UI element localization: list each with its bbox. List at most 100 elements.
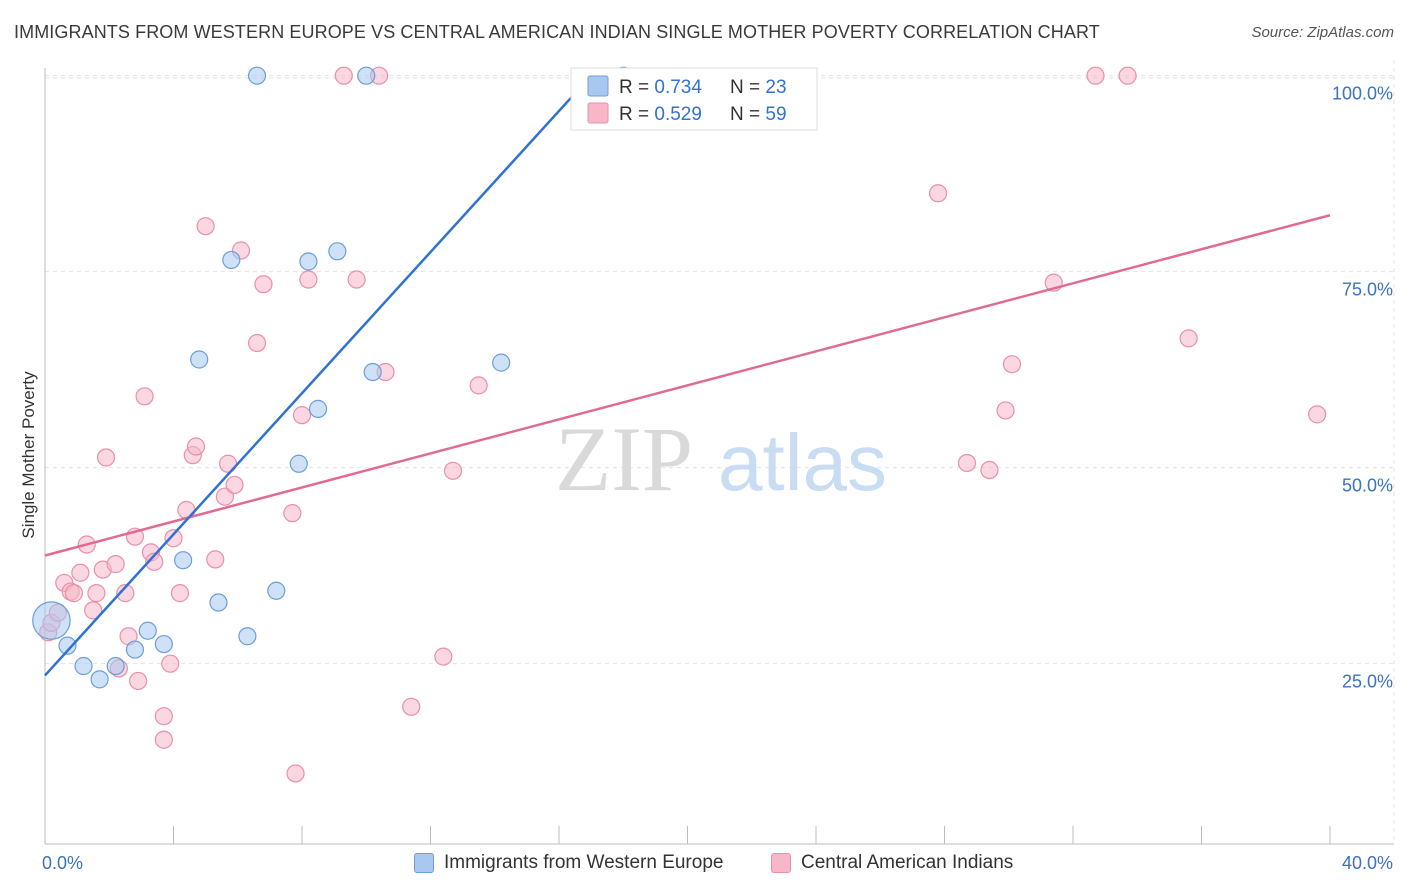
pink-point-5 bbox=[64, 584, 84, 603]
y-tick-label-50: 50.0% bbox=[1342, 476, 1393, 496]
blue-point-5 bbox=[125, 640, 145, 659]
pink-point-37 bbox=[283, 504, 302, 523]
pink-point-39 bbox=[292, 406, 312, 425]
pink-point-32 bbox=[219, 454, 238, 473]
svg-text:R = 0.529: R = 0.529 bbox=[619, 104, 702, 125]
pink-point-18 bbox=[135, 387, 154, 406]
blue-point-9 bbox=[190, 350, 209, 369]
y-tick-label-25: 25.0% bbox=[1342, 672, 1393, 692]
pink-point-52 bbox=[996, 401, 1015, 420]
pink-point-28 bbox=[186, 437, 206, 456]
pink-point-33 bbox=[225, 475, 244, 495]
x-tick-label-0: 0.0% bbox=[42, 853, 83, 873]
pink-point-36 bbox=[254, 275, 273, 294]
x-tick-label-40: 40.0% bbox=[1342, 853, 1393, 873]
stats-blue-n-label: N = bbox=[730, 77, 765, 98]
pink-point-41 bbox=[334, 66, 353, 85]
pink-point-20 bbox=[145, 552, 164, 571]
stats-box: R = 0.734 N = 23 R = 0.529 N = 59 bbox=[570, 67, 818, 131]
y-tick-label-100: 100.0% bbox=[1332, 84, 1393, 104]
stats-pink-r-label: R = bbox=[619, 104, 654, 125]
pink-point-25 bbox=[170, 584, 190, 603]
pink-point-38 bbox=[286, 764, 305, 783]
blue-point-12 bbox=[238, 627, 257, 646]
pink-point-58 bbox=[1308, 405, 1327, 424]
blue-point-20 bbox=[363, 362, 382, 382]
blue-point-3 bbox=[90, 670, 109, 689]
legend-label-central-american-indians: Central American Indians bbox=[801, 852, 1014, 873]
pink-point-9 bbox=[87, 584, 106, 603]
pink-point-29 bbox=[196, 217, 215, 236]
legend-item-central-american-indians[interactable]: Central American Indians bbox=[771, 852, 1013, 874]
pink-point-53 bbox=[1002, 355, 1022, 374]
pink-point-14 bbox=[116, 584, 135, 603]
pink-point-57 bbox=[1179, 329, 1198, 348]
blue-point-2 bbox=[74, 656, 93, 676]
y-tick-label-75: 75.0% bbox=[1342, 280, 1393, 300]
blue-point-10 bbox=[209, 593, 228, 612]
blue-point-6 bbox=[138, 621, 157, 640]
pink-point-51 bbox=[980, 460, 999, 480]
source-credit: Source: ZipAtlas.com bbox=[1251, 24, 1394, 41]
blue-point-19 bbox=[357, 66, 376, 85]
blue-point-8 bbox=[174, 551, 193, 570]
pink-point-23 bbox=[161, 654, 180, 673]
pink-point-8 bbox=[84, 601, 103, 620]
blue-series-points bbox=[32, 66, 633, 689]
pink-point-24 bbox=[164, 529, 183, 548]
watermark: ZIP atlas bbox=[555, 408, 887, 510]
tick-labels: 25.0% 50.0% 75.0% 100.0% 0.0% 40.0% bbox=[42, 84, 1393, 873]
blue-point-13 bbox=[247, 66, 267, 85]
pink-point-48 bbox=[469, 376, 488, 395]
legend-label-western-europe: Immigrants from Western Europe bbox=[444, 852, 724, 873]
pink-point-22 bbox=[154, 730, 173, 749]
watermark-atlas: atlas bbox=[718, 418, 887, 507]
axes-layer bbox=[44, 68, 1394, 845]
pink-point-31 bbox=[215, 487, 234, 506]
pink-point-55 bbox=[1086, 66, 1105, 85]
pink-point-56 bbox=[1118, 66, 1137, 85]
blue-point-17 bbox=[308, 399, 328, 418]
legend-item-western-europe[interactable]: Immigrants from Western Europe bbox=[414, 852, 723, 874]
stats-blue-r-value: 0.734 bbox=[654, 77, 702, 98]
stats-blue-n-value: 23 bbox=[765, 77, 786, 98]
stats-pink-r-value: 0.529 bbox=[654, 104, 702, 125]
pink-trend-line bbox=[44, 214, 1331, 557]
blue-point-21 bbox=[492, 353, 511, 372]
pink-point-49 bbox=[928, 184, 948, 203]
pink-point-11 bbox=[96, 448, 116, 467]
stats-pink-n-label: N = bbox=[730, 104, 765, 125]
pink-point-35 bbox=[247, 333, 267, 353]
pink-point-21 bbox=[154, 707, 173, 726]
blue-point-16 bbox=[299, 252, 318, 271]
y-axis-label-group: Single Mother Poverty bbox=[19, 371, 38, 539]
blue-point-18 bbox=[328, 242, 347, 261]
stats-pink-swatch bbox=[587, 102, 609, 124]
pink-point-17 bbox=[129, 671, 148, 691]
svg-text:R = 0.734: R = 0.734 bbox=[619, 77, 702, 98]
chart-title: IMMIGRANTS FROM WESTERN EUROPE VS CENTRA… bbox=[14, 22, 1100, 42]
legend-swatch-pink bbox=[771, 853, 791, 873]
blue-point-0 bbox=[32, 601, 71, 640]
pink-point-30 bbox=[206, 550, 225, 569]
blue-point-4 bbox=[106, 656, 125, 676]
pink-point-45 bbox=[402, 697, 421, 716]
watermark-zip: ZIP bbox=[555, 408, 693, 510]
blue-point-7 bbox=[154, 634, 173, 654]
pink-point-42 bbox=[347, 270, 366, 289]
pink-point-46 bbox=[434, 647, 453, 666]
blue-trend-line bbox=[44, 74, 593, 677]
stats-blue-swatch bbox=[587, 75, 609, 97]
blue-point-15 bbox=[289, 454, 308, 473]
pink-point-40 bbox=[299, 270, 318, 289]
pink-point-47 bbox=[443, 461, 463, 480]
svg-text:N = 59: N = 59 bbox=[730, 104, 787, 125]
stats-pink-n-value: 59 bbox=[765, 104, 786, 125]
pink-point-6 bbox=[71, 563, 90, 582]
legend: Immigrants from Western Europe Central A… bbox=[0, 852, 1406, 878]
stats-blue-r-label: R = bbox=[619, 77, 654, 98]
blue-point-11 bbox=[222, 250, 241, 270]
y-axis-label: Single Mother Poverty bbox=[19, 371, 38, 539]
svg-text:N = 23: N = 23 bbox=[730, 77, 787, 98]
